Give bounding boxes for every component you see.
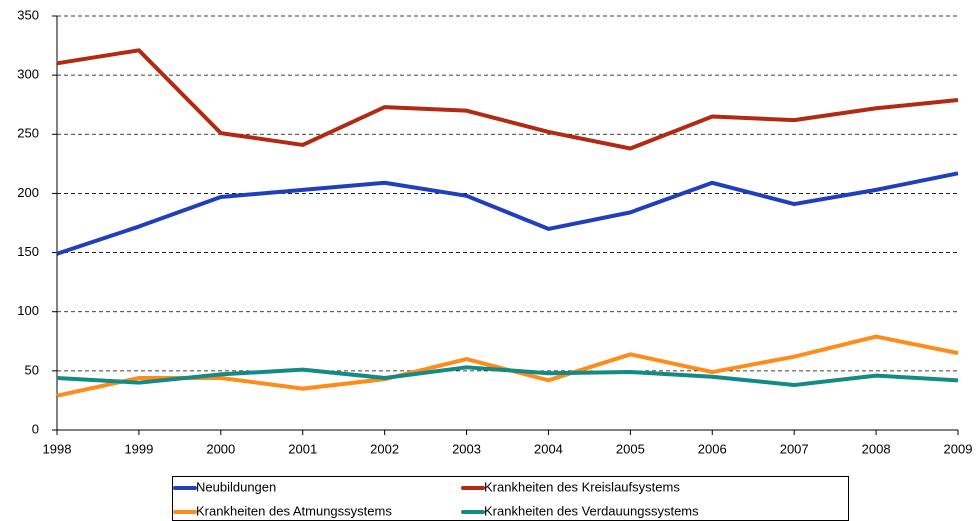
y-tick-label: 200 [17,185,39,200]
y-tick-label: 0 [32,421,39,436]
x-tick-label: 1998 [43,441,72,456]
legend-label: Krankheiten des Atmungssystems [196,503,392,518]
y-tick-label: 150 [17,244,39,259]
x-tick-label: 2003 [452,441,481,456]
series-line [56,48,959,151]
x-tick-label: 2007 [780,441,809,456]
x-tick-label: 1999 [124,441,153,456]
x-tick-label: 2004 [534,441,563,456]
y-tick-label: 100 [17,303,39,318]
series-line [56,334,959,398]
x-tick-label: 2002 [370,441,399,456]
series-line [56,171,959,256]
legend-label: Krankheiten des Verdauungssystems [484,503,699,518]
y-tick-label: 300 [17,67,39,82]
y-tick-label: 350 [17,7,39,22]
series-line [56,365,959,388]
legend-label: Neubildungen [196,479,276,494]
x-tick-label: 2008 [862,441,891,456]
x-tick-label: 2005 [616,441,645,456]
x-tick-label: 2000 [206,441,235,456]
x-tick-label: 2009 [944,441,973,456]
y-tick-label: 50 [25,362,39,377]
y-tick-label: 250 [17,126,39,141]
x-tick-label: 2001 [288,441,317,456]
legend-label: Krankheiten des Kreislaufsystems [484,479,680,494]
x-tick-label: 2006 [698,441,727,456]
